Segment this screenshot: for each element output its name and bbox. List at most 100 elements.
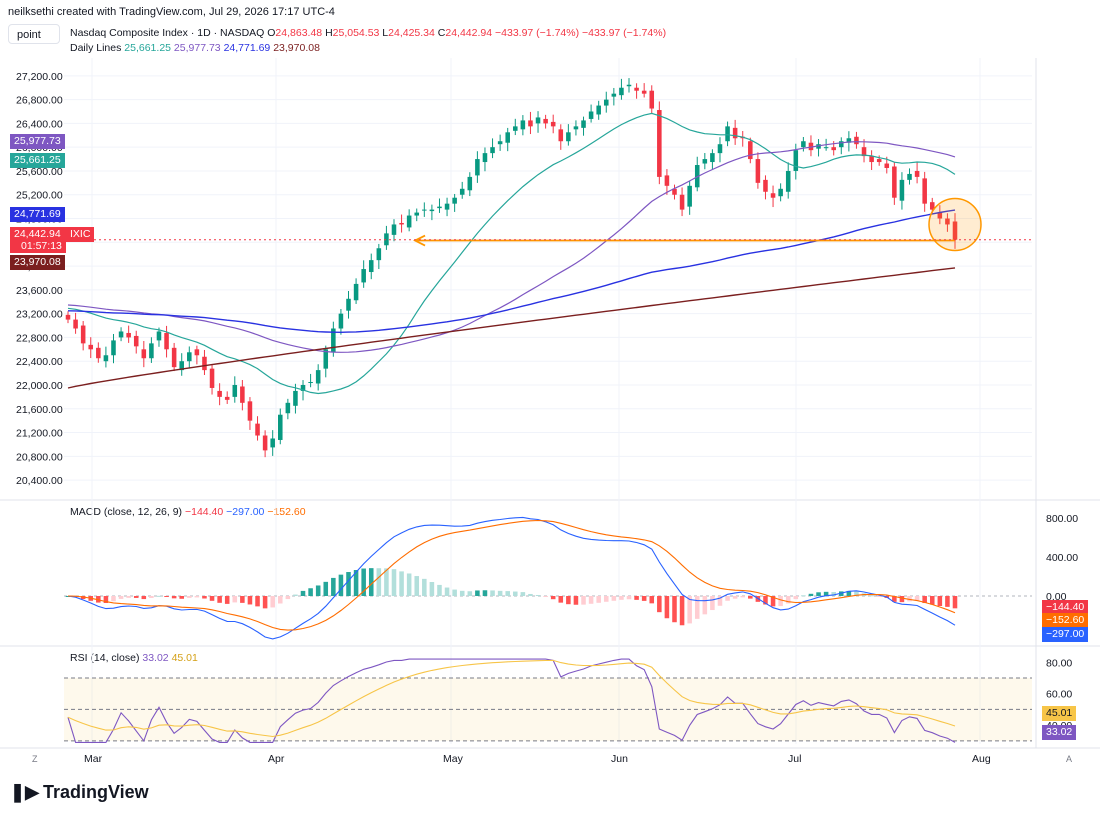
macd-histogram-bar <box>399 571 404 596</box>
tag-macd-line: −297.00 <box>1042 627 1089 642</box>
x-tick-label: Apr <box>268 753 285 765</box>
candle-body <box>300 384 306 391</box>
candle-body <box>414 212 420 216</box>
candle-body <box>422 209 427 211</box>
macd-histogram-bar <box>657 596 662 613</box>
macd-histogram-bar <box>315 585 321 596</box>
candle-body <box>596 105 601 115</box>
candle-body <box>566 132 571 142</box>
macd-histogram-bar <box>187 596 192 598</box>
tradingview-logo: ❚▶ TradingView <box>10 782 149 803</box>
annotation-circle <box>928 197 982 252</box>
y-tick-label: 22,000.00 <box>16 380 63 392</box>
macd-histogram-bar <box>482 590 488 596</box>
countdown: 01:57:13 <box>21 240 62 252</box>
zoom-button[interactable]: Z <box>32 754 38 764</box>
ohlc-low: 24,425.34 <box>388 27 435 39</box>
rsi-value: 33.02 <box>142 652 169 664</box>
macd-histogram-bar <box>687 596 692 624</box>
candle-body <box>133 335 139 347</box>
macd-histogram-bar <box>459 590 465 596</box>
candle-body <box>748 141 753 160</box>
macd-histogram-bar <box>535 594 541 596</box>
candle-body <box>149 343 154 359</box>
candle-body <box>308 382 313 384</box>
macd-histogram-bar <box>740 596 746 598</box>
y-tick-label: 26,800.00 <box>16 95 63 107</box>
macd-histogram-bar <box>785 596 791 604</box>
candle-body <box>626 84 632 87</box>
candle-body <box>535 117 541 124</box>
tag-macd-signal: −152.60 <box>1042 613 1089 628</box>
macd-histogram-bar <box>277 596 283 604</box>
macd-histogram-bar <box>452 589 457 596</box>
candle-body <box>884 163 890 168</box>
candle-body <box>338 313 344 329</box>
macd-hist-value: −144.40 <box>184 506 224 518</box>
candle-body <box>179 361 184 371</box>
macd-label: MACD (close, 12, 26, 9) <box>70 506 183 518</box>
y-tick-label: 21,200.00 <box>16 428 63 440</box>
tv-logo-icon: ❚▶ <box>10 782 39 802</box>
candle-body <box>725 126 730 142</box>
candle-body <box>710 153 715 163</box>
rsi-legend: RSI (14, close) 33.02 45.01 <box>70 652 198 664</box>
candle-body <box>763 179 768 192</box>
macd-histogram-bar <box>437 584 442 596</box>
macd-histogram-bar <box>338 574 344 596</box>
candle-body <box>444 203 450 210</box>
macd-histogram-bar <box>945 596 950 607</box>
candle-body <box>285 402 291 414</box>
ohlc-change: −433.97 (−1.74%) <box>495 27 580 39</box>
candle-body <box>634 87 639 91</box>
last-price: 24,442.94 <box>14 228 61 240</box>
macd-histogram-bar <box>406 573 412 596</box>
ohlc-close: 24,442.94 <box>445 27 493 39</box>
auto-scale-button[interactable]: A <box>1066 754 1073 764</box>
candle-body <box>80 325 86 344</box>
macd-histogram-bar <box>224 596 230 604</box>
macd-histogram-bar <box>914 596 920 601</box>
macd-histogram-bar <box>361 568 366 596</box>
y-tick-label: 22,800.00 <box>16 332 63 344</box>
macd-histogram-bar <box>240 596 245 603</box>
candle-body <box>490 147 495 154</box>
macd-y-tick: 400.00 <box>1046 552 1078 564</box>
macd-histogram-bar <box>603 596 609 602</box>
candle-body <box>171 347 177 368</box>
candle-body <box>876 159 882 163</box>
ohlc-open: 24,863.48 <box>275 27 323 39</box>
candle-body <box>141 349 147 359</box>
ma50-value: 25,977.73 <box>173 42 221 54</box>
macd-histogram-bar <box>937 596 943 606</box>
candle-body <box>346 298 351 311</box>
macd-histogram-bar <box>247 596 253 605</box>
macd-histogram-bar <box>209 596 215 601</box>
macd-histogram-bar <box>164 596 169 597</box>
y-tick-label: 27,200.00 <box>16 71 63 83</box>
candle-body <box>270 438 275 448</box>
macd-histogram-bar <box>892 596 897 602</box>
tag-ma50: 25,977.73 <box>10 134 65 149</box>
macd-histogram-bar <box>368 568 374 596</box>
macd-histogram-bar <box>808 593 814 596</box>
tag-ma20: 25,661.25 <box>10 153 65 168</box>
chart-credit: neilksethi created with TradingView.com,… <box>8 6 335 18</box>
candle-body <box>672 188 677 195</box>
candle-body <box>687 185 692 207</box>
chart-canvas[interactable]: 27,200.0026,800.0026,400.0026,000.0025,6… <box>0 0 1100 780</box>
candle-body <box>467 176 473 191</box>
candle-body <box>331 328 336 353</box>
candle-body <box>187 352 192 362</box>
macd-histogram-bar <box>763 596 768 605</box>
candle-body <box>801 141 806 148</box>
x-tick-label: Aug <box>972 753 991 765</box>
macd-histogram-bar <box>118 596 124 599</box>
candle-body <box>831 147 836 151</box>
candle-body <box>361 269 366 283</box>
annotation-arrowhead <box>413 234 426 247</box>
candle-body <box>459 188 465 195</box>
main-legend: Nasdaq Composite Index · 1D · NASDAQ O24… <box>70 27 666 39</box>
symbol-box[interactable]: point <box>8 24 60 44</box>
x-tick-label: May <box>443 753 464 765</box>
